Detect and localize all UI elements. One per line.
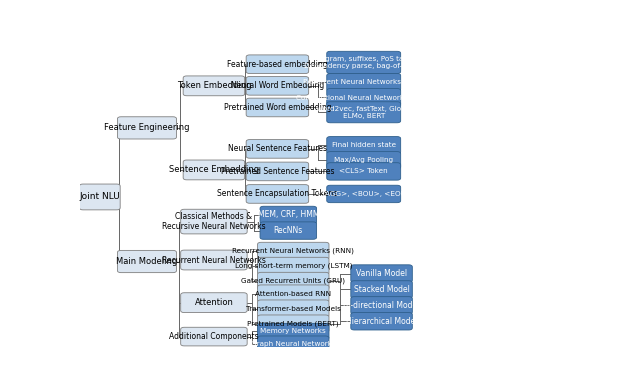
Text: Feature Engineering: Feature Engineering	[104, 123, 189, 132]
FancyBboxPatch shape	[327, 185, 401, 203]
Text: Neural Word Embedding: Neural Word Embedding	[231, 82, 324, 90]
Text: Max/Avg Pooling: Max/Avg Pooling	[334, 157, 393, 163]
FancyBboxPatch shape	[327, 136, 401, 154]
FancyBboxPatch shape	[246, 98, 308, 117]
FancyBboxPatch shape	[327, 152, 401, 169]
Text: Bi-directional Model: Bi-directional Model	[344, 301, 420, 310]
FancyBboxPatch shape	[246, 140, 308, 158]
Text: Gated Recurrent Units (GRU): Gated Recurrent Units (GRU)	[241, 278, 346, 284]
FancyBboxPatch shape	[351, 281, 412, 298]
FancyBboxPatch shape	[327, 102, 401, 123]
Text: Pretrained Word embedding: Pretrained Word embedding	[223, 103, 332, 112]
FancyBboxPatch shape	[180, 209, 247, 234]
Text: Main Modeling: Main Modeling	[116, 257, 177, 266]
Text: Pretrained Models (BERT): Pretrained Models (BERT)	[248, 321, 339, 327]
FancyBboxPatch shape	[180, 293, 247, 312]
FancyBboxPatch shape	[246, 162, 308, 181]
FancyBboxPatch shape	[183, 160, 244, 180]
Text: Memory Networks: Memory Networks	[260, 328, 326, 335]
Text: Transformer-based Models: Transformer-based Models	[246, 306, 340, 312]
Text: Pretrained Sentence Features: Pretrained Sentence Features	[221, 167, 334, 176]
Text: <TAGG>, <BOU>, <EOU>: <TAGG>, <BOU>, <EOU>	[316, 191, 412, 197]
Text: Hierarchical Model: Hierarchical Model	[346, 317, 417, 326]
FancyBboxPatch shape	[246, 184, 308, 203]
FancyBboxPatch shape	[257, 315, 329, 332]
FancyBboxPatch shape	[351, 265, 412, 282]
Text: Recurrent Neural Networks: Recurrent Neural Networks	[162, 255, 266, 264]
Text: MEM, CRF, HMM: MEM, CRF, HMM	[257, 211, 319, 220]
Text: Vanilla Model: Vanilla Model	[356, 269, 407, 278]
Text: Sentence Encapsulation Tokens: Sentence Encapsulation Tokens	[218, 190, 337, 199]
Text: Joint NLU: Joint NLU	[79, 192, 120, 202]
FancyBboxPatch shape	[351, 297, 412, 314]
Text: Recurrent Neural Networks (RNN): Recurrent Neural Networks (RNN)	[232, 248, 354, 254]
FancyBboxPatch shape	[257, 257, 329, 275]
Text: Word2vec, fastText, GloVe,
ELMo, BERT: Word2vec, fastText, GloVe, ELMo, BERT	[316, 106, 412, 119]
FancyBboxPatch shape	[79, 184, 120, 210]
FancyBboxPatch shape	[183, 76, 244, 96]
FancyBboxPatch shape	[351, 312, 412, 330]
FancyBboxPatch shape	[327, 51, 401, 74]
Text: Neural Sentence Features: Neural Sentence Features	[228, 144, 327, 153]
Text: Recurrent Neural Networks (RNN): Recurrent Neural Networks (RNN)	[303, 79, 425, 85]
Text: RecNNs: RecNNs	[274, 226, 303, 235]
Text: Token Embedding: Token Embedding	[177, 82, 251, 90]
Text: Stacked Model: Stacked Model	[354, 285, 410, 294]
FancyBboxPatch shape	[327, 163, 401, 180]
Text: Convolutional Neural Networks (CNN): Convolutional Neural Networks (CNN)	[296, 94, 431, 101]
FancyBboxPatch shape	[327, 89, 401, 106]
Text: Classical Methods &
Recursive Neural Networks: Classical Methods & Recursive Neural Net…	[162, 212, 266, 231]
FancyBboxPatch shape	[118, 250, 177, 273]
FancyBboxPatch shape	[257, 300, 329, 317]
FancyBboxPatch shape	[246, 76, 308, 95]
Text: Sentence Embedding: Sentence Embedding	[169, 165, 259, 174]
FancyBboxPatch shape	[180, 250, 247, 270]
FancyBboxPatch shape	[327, 74, 401, 91]
Text: Additional Components: Additional Components	[169, 332, 259, 341]
Text: Graph Neural Networks: Graph Neural Networks	[251, 341, 335, 347]
Text: Attention-based RNN: Attention-based RNN	[255, 291, 332, 297]
FancyBboxPatch shape	[257, 323, 329, 340]
FancyBboxPatch shape	[257, 242, 329, 260]
Text: <CLS> Token: <CLS> Token	[339, 168, 388, 174]
FancyBboxPatch shape	[260, 206, 317, 224]
FancyBboxPatch shape	[257, 285, 329, 302]
FancyBboxPatch shape	[180, 327, 247, 346]
FancyBboxPatch shape	[260, 222, 317, 239]
Text: Final hidden state: Final hidden state	[332, 142, 396, 148]
FancyBboxPatch shape	[257, 336, 329, 352]
Text: N-gram, suffixes, PoS tag,
Dependency parse, bag-of-words: N-gram, suffixes, PoS tag, Dependency pa…	[304, 56, 424, 69]
FancyBboxPatch shape	[246, 55, 308, 74]
Text: Feature-based embedding: Feature-based embedding	[227, 60, 328, 69]
FancyBboxPatch shape	[257, 272, 329, 290]
Text: Long short-term memory (LSTM): Long short-term memory (LSTM)	[234, 263, 352, 269]
FancyBboxPatch shape	[118, 117, 177, 139]
Text: Attention: Attention	[195, 298, 234, 307]
